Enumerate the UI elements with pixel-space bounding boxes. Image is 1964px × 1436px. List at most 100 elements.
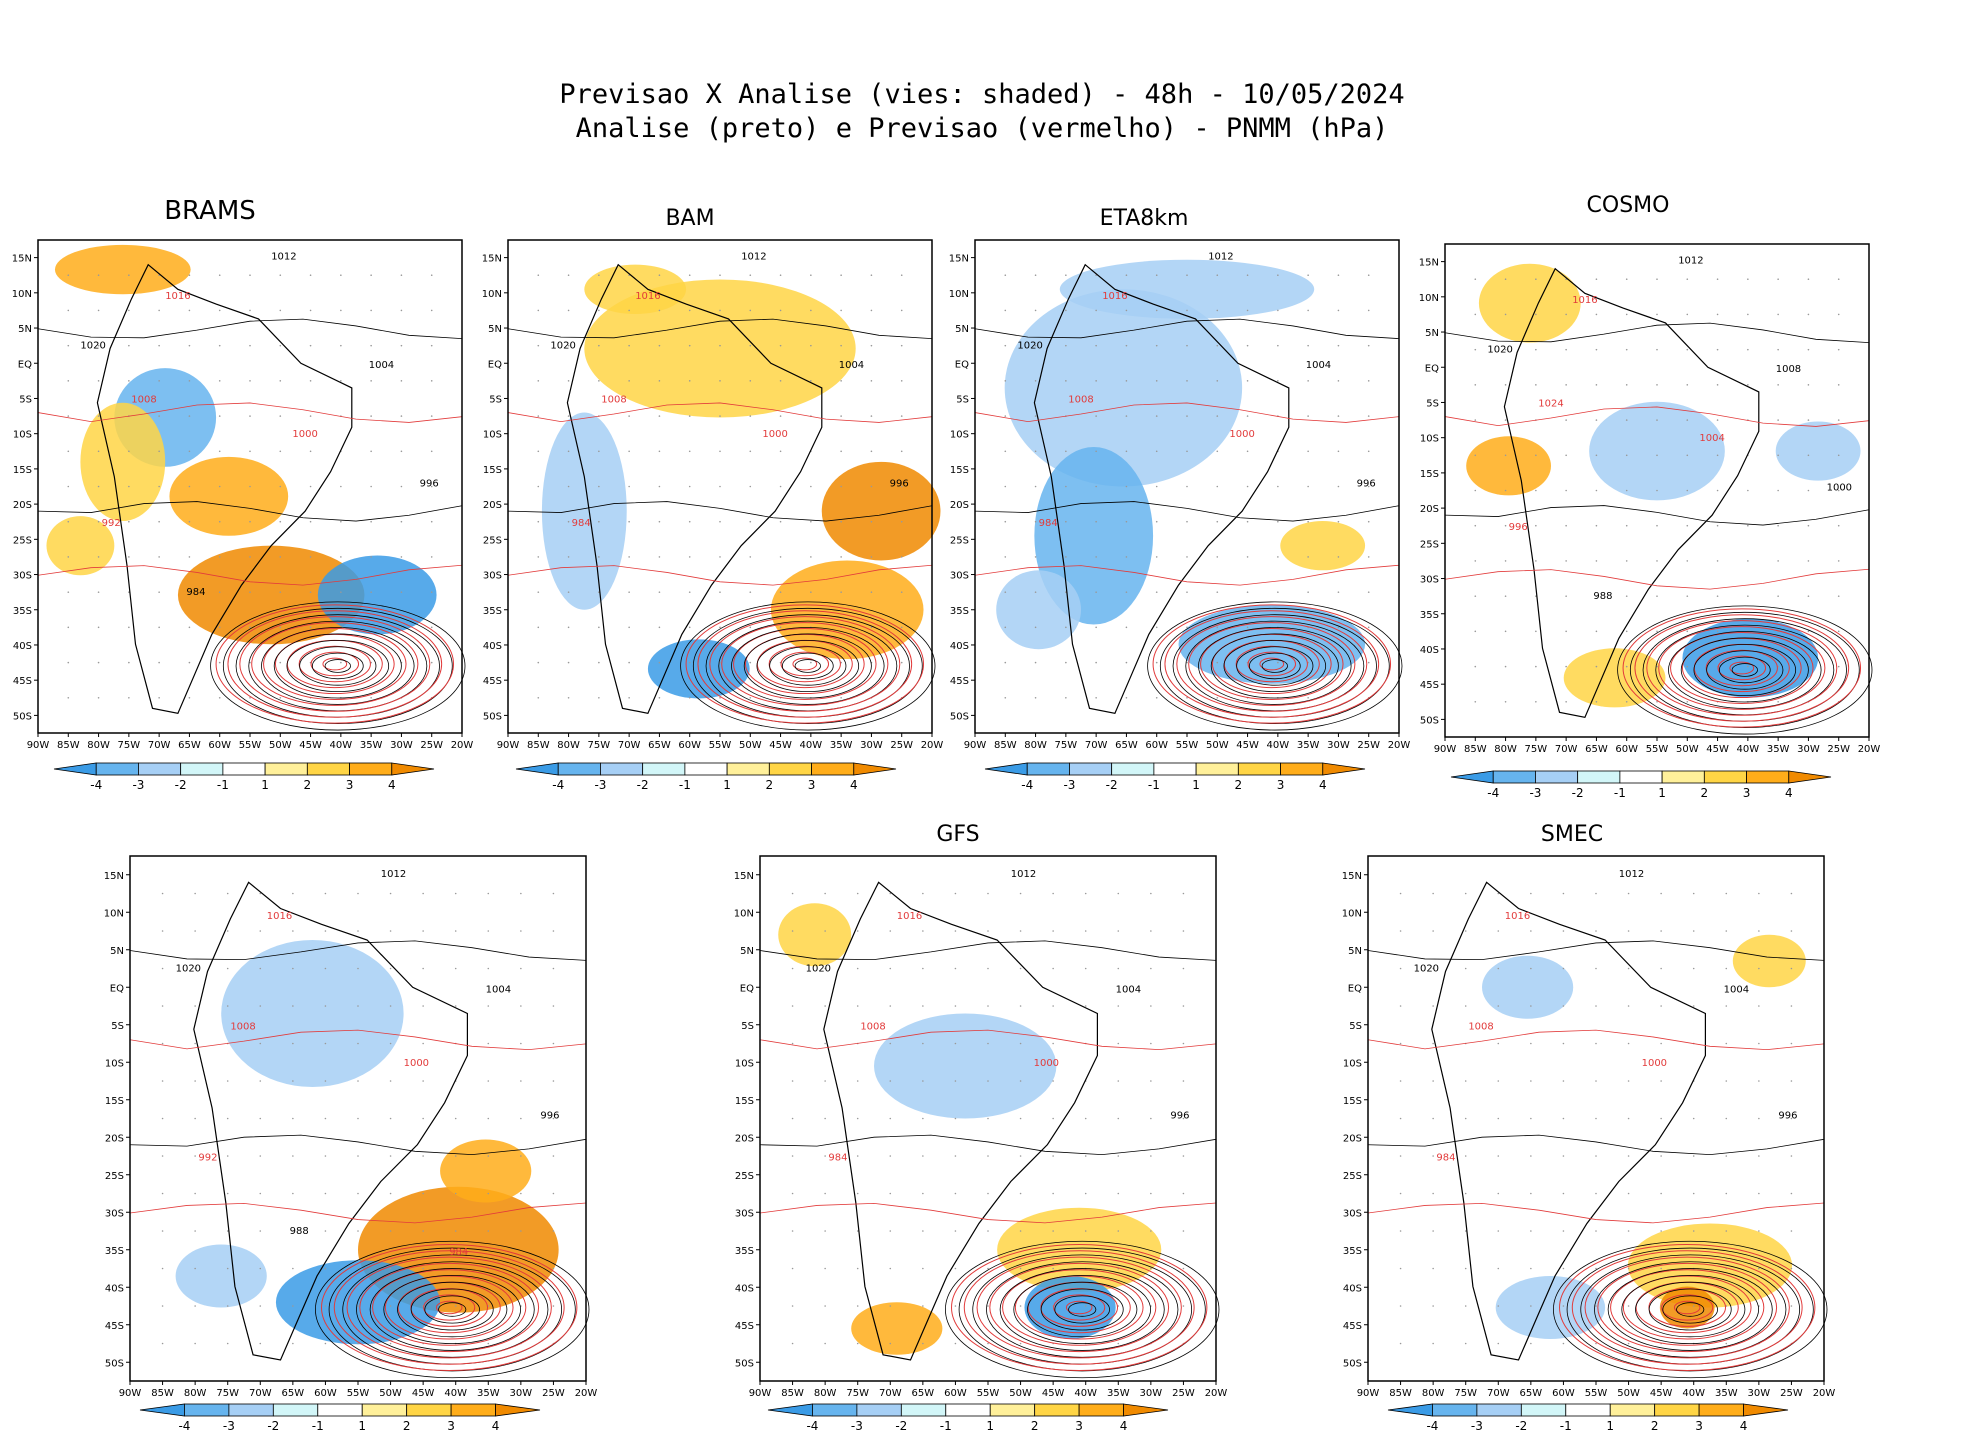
lat-tick-label: 45S <box>950 676 969 687</box>
lat-tick-label: 50S <box>105 1358 124 1369</box>
lon-tick-label: 60W <box>1145 740 1168 751</box>
isobar-label: 1012 <box>1011 869 1036 880</box>
lat-tick-label: 45S <box>483 676 502 687</box>
lon-tick-label: 60W <box>314 1388 337 1399</box>
lon-tick-label: 55W <box>1176 740 1199 751</box>
bias-region <box>1732 934 1806 988</box>
lon-tick-label: 80W <box>814 1388 837 1399</box>
lat-tick-label: 25S <box>13 535 32 546</box>
lat-tick-label: 35S <box>13 606 32 617</box>
colorbar-tick-label: 3 <box>1743 786 1751 800</box>
lat-tick-label: 5S <box>956 394 969 405</box>
lat-tick-label: EQ <box>1425 363 1439 374</box>
lon-tick-label: 40W <box>800 740 823 751</box>
lon-tick-label: 45W <box>299 740 322 751</box>
lon-tick-label: 65W <box>1520 1388 1543 1399</box>
lon-tick-label: 50W <box>379 1388 402 1399</box>
lon-tick-label: 45W <box>769 740 792 751</box>
lat-tick-label: EQ <box>955 359 969 370</box>
lon-tick-label: 25W <box>420 740 443 751</box>
lon-tick-label: 20W <box>451 740 474 751</box>
lon-tick-label: 55W <box>239 740 262 751</box>
lat-tick-label: 40S <box>1343 1283 1362 1294</box>
lat-tick-label: 30S <box>13 571 32 582</box>
lat-tick-label: 5N <box>740 946 754 957</box>
lon-tick-label: 35W <box>1297 740 1320 751</box>
lon-tick-label: 85W <box>1389 1388 1412 1399</box>
lat-tick-label: 35S <box>483 606 502 617</box>
bias-region <box>177 545 365 645</box>
lon-tick-label: 50W <box>1617 1388 1640 1399</box>
colorbar-tick-label: -3 <box>1471 1419 1483 1433</box>
colorbar-tick-label: -3 <box>132 778 144 792</box>
colorbar-tick-label: -2 <box>1106 778 1118 792</box>
lat-tick-label: 15S <box>13 465 32 476</box>
lat-tick-label: 20S <box>735 1133 754 1144</box>
colorbar-tick-label: 3 <box>447 1419 455 1433</box>
lat-tick-label: 10N <box>1419 293 1439 304</box>
lat-tick-label: 45S <box>1343 1321 1362 1332</box>
bias-region <box>1024 1276 1116 1339</box>
map-panel-cosmo: 1012 1016 1020 1024 1008 1004 1000 996 988 15N 10N… <box>1419 243 1880 755</box>
lon-tick-label: 35W <box>1107 1388 1130 1399</box>
lon-tick-label: 70W <box>249 1388 272 1399</box>
lon-tick-label: 30W <box>1748 1388 1771 1399</box>
bias-region <box>46 516 115 576</box>
lat-tick-label: 15S <box>483 465 502 476</box>
isobar-label: 1008 <box>1068 395 1093 406</box>
lon-tick-label: 65W <box>282 1388 305 1399</box>
isobar-label: 996 <box>420 479 439 490</box>
lon-tick-label: 35W <box>1715 1388 1738 1399</box>
isobar-label: 984 <box>572 518 591 529</box>
map-panel-smec: 1012 1016 1020 1008 1004 1000 996 984 15N 10N 5N EQ… <box>1342 855 1835 1399</box>
colorbar-tick-label: 3 <box>1075 1419 1083 1433</box>
lat-tick-label: 5S <box>1426 398 1439 409</box>
bias-region <box>1059 259 1315 319</box>
isobar-label: 996 <box>1357 479 1376 490</box>
lat-tick-label: 25S <box>1343 1171 1362 1182</box>
lon-tick-label: 45W <box>1042 1388 1065 1399</box>
colorbar-gfs: -4 -3 -2 -1 1 2 3 4 <box>767 1403 1169 1433</box>
lon-tick-label: 65W <box>1585 744 1608 755</box>
isobar-label: 1024 <box>1538 399 1563 410</box>
isobar-label: 988 <box>290 1226 309 1237</box>
panel-title-bam: BAM <box>665 206 715 231</box>
lat-tick-label: 50S <box>735 1358 754 1369</box>
lon-tick-label: 50W <box>1009 1388 1032 1399</box>
bias-region <box>1563 648 1666 708</box>
lat-tick-label: 20S <box>950 500 969 511</box>
lon-tick-label: 75W <box>1454 1388 1477 1399</box>
isobar-label: 1012 <box>1619 869 1644 880</box>
lon-tick-label: 35W <box>1767 744 1790 755</box>
isobar-label: 984 <box>1039 518 1058 529</box>
isobar-label: 1008 <box>860 1021 885 1032</box>
colorbar-smec: -4 -3 -2 -1 1 2 3 4 <box>1387 1403 1789 1433</box>
colorbar-tick-label: 4 <box>388 778 396 792</box>
lon-tick-label: 40W <box>1074 1388 1097 1399</box>
isobar-label: 1000 <box>1229 429 1254 440</box>
lat-tick-label: 10N <box>482 289 502 300</box>
figure-title-line-2: Analise (preto) e Previsao (vermelho) - … <box>575 113 1389 144</box>
lon-tick-label: 85W <box>527 740 550 751</box>
lat-tick-label: 45S <box>105 1321 124 1332</box>
isobar-label: 1020 <box>806 964 831 975</box>
lon-tick-label: 75W <box>1055 740 1078 751</box>
isobar-label: 1008 <box>230 1021 255 1032</box>
colorbar-tick-label: -4 <box>806 1419 818 1433</box>
bias-region <box>275 1260 441 1345</box>
lat-tick-label: 5N <box>1348 946 1362 957</box>
isobar-label: 1016 <box>1102 291 1127 302</box>
lat-tick-label: 25S <box>483 535 502 546</box>
colorbar-cosmo: -4 -3 -2 -1 1 2 3 4 <box>1450 770 1832 800</box>
lon-tick-label: 90W <box>964 740 987 751</box>
lat-tick-label: 5N <box>110 946 124 957</box>
lon-tick-label: 90W <box>1434 744 1457 755</box>
lon-tick-label: 70W <box>618 740 641 751</box>
isobar-label: 1004 <box>369 360 394 371</box>
lat-tick-label: 30S <box>483 571 502 582</box>
lat-tick-label: 5S <box>489 394 502 405</box>
colorbar-tick-label: 1 <box>1658 786 1666 800</box>
lon-tick-label: 80W <box>87 740 110 751</box>
lon-tick-label: 20W <box>1205 1388 1228 1399</box>
lat-tick-label: EQ <box>740 983 754 994</box>
